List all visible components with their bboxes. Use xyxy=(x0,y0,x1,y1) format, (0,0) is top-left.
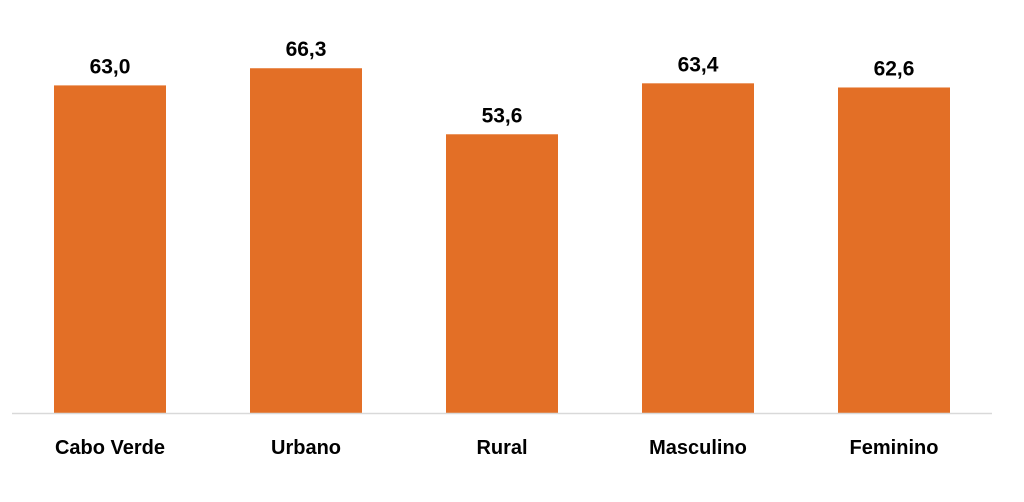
bar-urbano xyxy=(250,68,362,414)
bar-rural xyxy=(446,134,558,413)
value-label: 63,0 xyxy=(90,55,131,78)
value-label: 62,6 xyxy=(874,57,915,80)
value-labels-layer: 63,0 66,3 53,6 63,4 62,6 xyxy=(90,38,915,127)
value-label: 66,3 xyxy=(286,38,327,61)
value-label: 63,4 xyxy=(678,53,719,76)
bar-feminino xyxy=(838,87,950,413)
category-label: Urbano xyxy=(271,437,341,459)
category-label: Masculino xyxy=(649,437,747,459)
category-labels-layer: Cabo Verde Urbano Rural Masculino Feminino xyxy=(55,437,938,459)
bars-layer xyxy=(54,68,950,414)
bar-cabo-verde xyxy=(54,85,166,414)
category-label: Rural xyxy=(476,437,527,459)
bar-masculino xyxy=(642,83,754,413)
value-label: 53,6 xyxy=(482,104,523,127)
category-label: Feminino xyxy=(850,437,939,459)
category-label: Cabo Verde xyxy=(55,437,165,459)
